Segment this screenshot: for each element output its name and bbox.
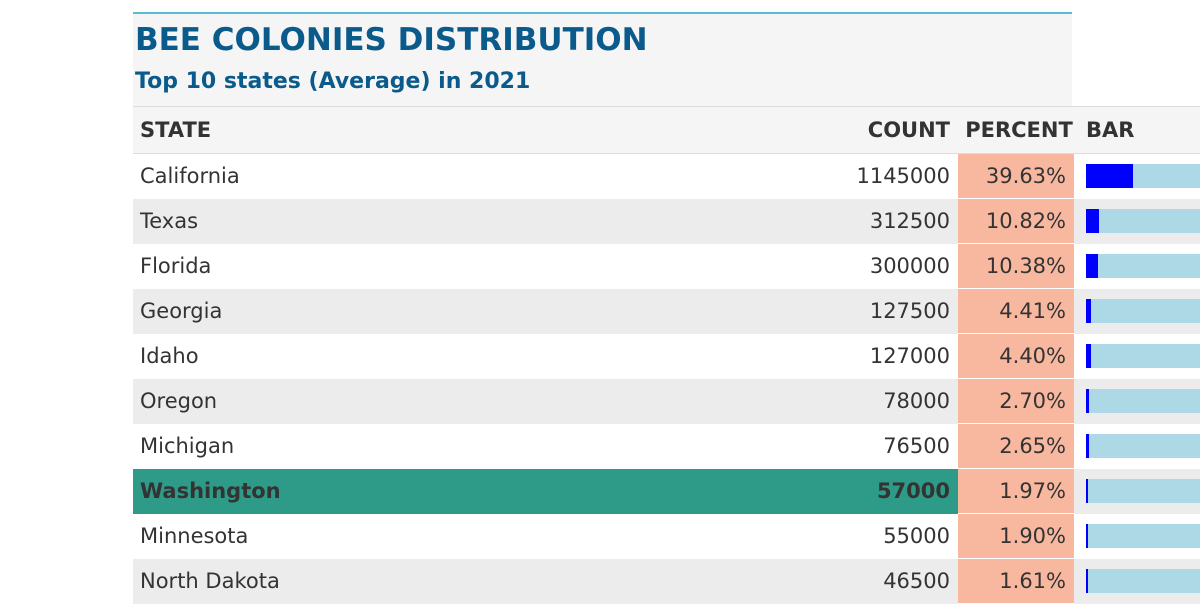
state-cell: North Dakota [133,558,820,604]
bar-cell [1074,513,1200,559]
state-cell: Texas [133,198,820,244]
table-row: Texas 312500 10.82% [133,198,1200,244]
header-bar: BAR [1074,106,1200,154]
percent-cell: 10.82% [958,198,1074,244]
table-row: North Dakota 46500 1.61% [133,558,1200,604]
bar-cell [1074,153,1200,199]
percent-cell: 1.90% [958,513,1074,559]
state-cell: Idaho [133,333,820,379]
bar-track [1086,209,1200,233]
count-cell: 57000 [820,468,958,514]
bar-fill [1086,389,1089,413]
chart-title: BEE COLONIES DISTRIBUTION [135,22,648,58]
bar-fill [1086,164,1133,189]
state-cell: Washington [133,468,820,514]
bar-track [1086,299,1200,323]
count-cell: 55000 [820,513,958,559]
state-cell: Georgia [133,288,820,334]
bar-fill [1086,344,1091,368]
header-count: COUNT [820,106,958,154]
bar-cell [1074,468,1200,514]
header-row: STATE COUNT PERCENT BAR [133,106,1200,154]
state-cell: Florida [133,243,820,289]
bar-track [1086,524,1200,548]
bar-cell [1074,288,1200,334]
count-cell: 78000 [820,378,958,424]
count-cell: 312500 [820,198,958,244]
table-row: Oregon 78000 2.70% [133,378,1200,424]
bar-track [1086,389,1200,413]
table-row: Florida 300000 10.38% [133,243,1200,289]
count-cell: 300000 [820,243,958,289]
bar-track [1086,344,1200,368]
bar-fill [1086,209,1099,233]
percent-cell: 2.70% [958,378,1074,424]
header-percent: PERCENT [958,106,1074,154]
count-cell: 46500 [820,558,958,604]
bar-fill [1086,299,1091,323]
percent-cell: 1.61% [958,558,1074,604]
bar-cell [1074,378,1200,424]
bar-fill [1086,254,1098,278]
percent-cell: 4.41% [958,288,1074,334]
table-row: Idaho 127000 4.40% [133,333,1200,379]
table-body: California 1145000 39.63% Texas 312500 10.82%… [133,153,1200,604]
table-row: Michigan 76500 2.65% [133,423,1200,469]
bar-fill [1086,524,1088,548]
data-table: STATE COUNT PERCENT BAR California 114500… [133,106,1200,604]
percent-cell: 1.97% [958,468,1074,514]
table-row: Minnesota 55000 1.90% [133,513,1200,559]
bar-cell [1074,333,1200,379]
bar-track [1086,434,1200,458]
bar-cell [1074,558,1200,604]
state-cell: Oregon [133,378,820,424]
state-cell: Michigan [133,423,820,469]
bar-track [1086,254,1200,278]
state-cell: California [133,153,820,199]
chart-subtitle: Top 10 states (Average) in 2021 [135,69,531,94]
state-cell: Minnesota [133,513,820,559]
table-row: California 1145000 39.63% [133,153,1200,199]
count-cell: 127000 [820,333,958,379]
bar-cell [1074,243,1200,289]
bar-fill [1086,569,1088,593]
bar-cell [1074,198,1200,244]
percent-cell: 39.63% [958,153,1074,199]
count-cell: 127500 [820,288,958,334]
percent-cell: 4.40% [958,333,1074,379]
bar-cell [1074,423,1200,469]
count-cell: 76500 [820,423,958,469]
count-cell: 1145000 [820,153,958,199]
bar-track [1086,569,1200,593]
bar-track [1086,479,1200,503]
percent-cell: 2.65% [958,423,1074,469]
bar-fill [1086,434,1089,458]
table-row: Washington 57000 1.97% [133,468,1200,514]
table-panel: BEE COLONIES DISTRIBUTION Top 10 states … [133,12,1200,604]
percent-cell: 10.38% [958,243,1074,289]
header-state: STATE [133,106,820,154]
bar-fill [1086,479,1088,503]
bar-track [1086,164,1200,189]
table-row: Georgia 127500 4.41% [133,288,1200,334]
